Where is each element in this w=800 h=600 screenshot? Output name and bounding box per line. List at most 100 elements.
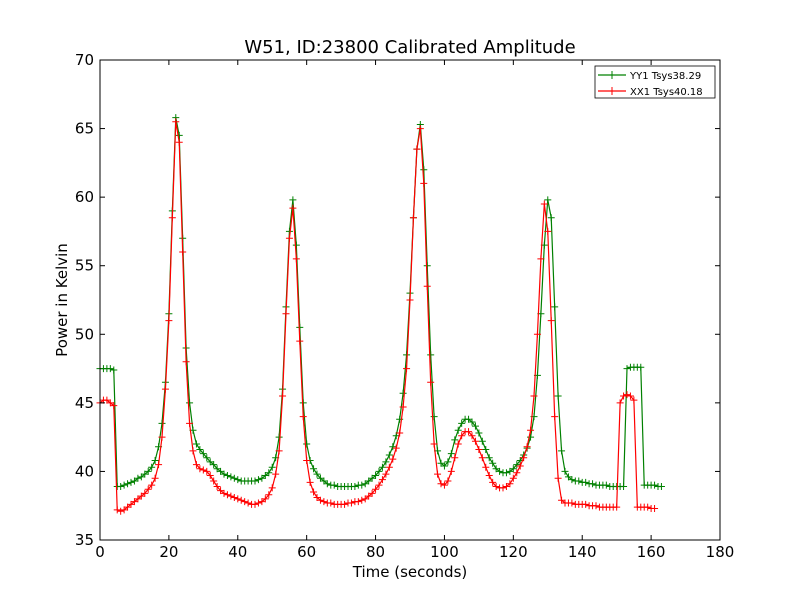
data-point xyxy=(230,493,238,501)
data-point xyxy=(509,474,517,482)
data-point xyxy=(285,234,293,242)
data-point xyxy=(127,478,135,486)
y-tick-label: 35 xyxy=(75,531,94,549)
legend-plus-marker xyxy=(608,87,616,95)
data-point xyxy=(399,389,407,397)
data-point xyxy=(651,481,659,489)
x-tick-label: 40 xyxy=(228,543,247,561)
data-point xyxy=(179,248,187,256)
data-point xyxy=(582,478,590,486)
legend: YY1 Tsys38.29 XX1 Tsys40.18 xyxy=(594,65,716,99)
data-point xyxy=(547,214,555,222)
data-point xyxy=(251,477,259,485)
data-point xyxy=(299,413,307,421)
data-point xyxy=(234,495,242,503)
legend-box xyxy=(594,65,716,99)
data-point xyxy=(144,485,152,493)
data-point xyxy=(489,478,497,486)
data-point xyxy=(427,378,435,386)
data-point xyxy=(382,458,390,466)
data-point xyxy=(406,296,414,304)
y-tick-label: 45 xyxy=(75,394,94,412)
data-point xyxy=(375,467,383,475)
data-point xyxy=(475,429,483,437)
data-point xyxy=(220,470,228,478)
data-point xyxy=(196,445,204,453)
data-point xyxy=(471,422,479,430)
data-point xyxy=(630,396,638,404)
data-point xyxy=(310,465,318,473)
y-axis-label: Power in Kelvin xyxy=(53,243,71,357)
data-point xyxy=(403,365,411,373)
data-point xyxy=(478,454,486,462)
data-point xyxy=(533,330,541,338)
data-point xyxy=(124,480,132,488)
data-point xyxy=(413,145,421,153)
data-point xyxy=(657,483,665,491)
legend-label: YY1 Tsys38.29 xyxy=(629,71,701,82)
data-point xyxy=(523,443,531,451)
y-tick-label: 55 xyxy=(75,257,94,275)
data-point xyxy=(575,477,583,485)
data-point xyxy=(537,255,545,263)
data-point xyxy=(420,166,428,174)
y-tick-label: 40 xyxy=(75,462,94,480)
data-point xyxy=(134,474,142,482)
data-point xyxy=(471,437,479,445)
x-axis-label: Time (seconds) xyxy=(352,563,468,581)
data-point xyxy=(117,507,125,515)
data-point xyxy=(427,351,435,359)
data-point xyxy=(303,456,311,464)
data-point xyxy=(316,496,324,504)
data-point xyxy=(468,432,476,440)
data-point xyxy=(199,466,207,474)
data-point xyxy=(440,481,448,489)
data-point xyxy=(440,462,448,470)
data-point xyxy=(220,489,228,497)
data-point xyxy=(155,461,163,469)
data-point xyxy=(292,255,300,263)
data-point xyxy=(451,436,459,444)
data-point xyxy=(389,455,397,463)
data-point xyxy=(458,432,466,440)
data-point xyxy=(148,463,156,471)
data-point xyxy=(602,481,610,489)
chart-title: W51, ID:23800 Calibrated Amplitude xyxy=(244,37,575,58)
data-point xyxy=(292,241,300,249)
tick-layer: 0 20 40 60 80 100 120 140 160 180 35 40 45 50 55 60 65 70 xyxy=(75,51,734,561)
data-point xyxy=(310,488,318,496)
data-point xyxy=(378,476,386,484)
data-point xyxy=(626,392,634,400)
data-point xyxy=(113,506,121,514)
data-point xyxy=(368,489,376,497)
data-point xyxy=(213,483,221,491)
data-point xyxy=(475,445,483,453)
data-point xyxy=(527,426,535,434)
data-point xyxy=(544,227,552,235)
series-line xyxy=(100,117,662,488)
data-point xyxy=(261,495,269,503)
data-point xyxy=(327,499,335,507)
data-point xyxy=(437,480,445,488)
data-point xyxy=(389,443,397,451)
data-point xyxy=(289,204,297,212)
data-point xyxy=(210,461,218,469)
data-point xyxy=(203,467,211,475)
data-point xyxy=(547,317,555,325)
data-point xyxy=(186,399,194,407)
data-point xyxy=(399,403,407,411)
plot-frame xyxy=(99,59,721,541)
data-point xyxy=(444,477,452,485)
data-point xyxy=(227,473,235,481)
y-tick-label: 60 xyxy=(75,188,94,206)
data-point xyxy=(182,358,190,366)
data-point xyxy=(430,413,438,421)
y-tick-label: 50 xyxy=(75,325,94,343)
data-point xyxy=(378,463,386,471)
data-point xyxy=(430,440,438,448)
data-point xyxy=(499,484,507,492)
data-point xyxy=(265,469,273,477)
data-point xyxy=(141,489,149,497)
data-point xyxy=(651,504,659,512)
data-point xyxy=(558,447,566,455)
